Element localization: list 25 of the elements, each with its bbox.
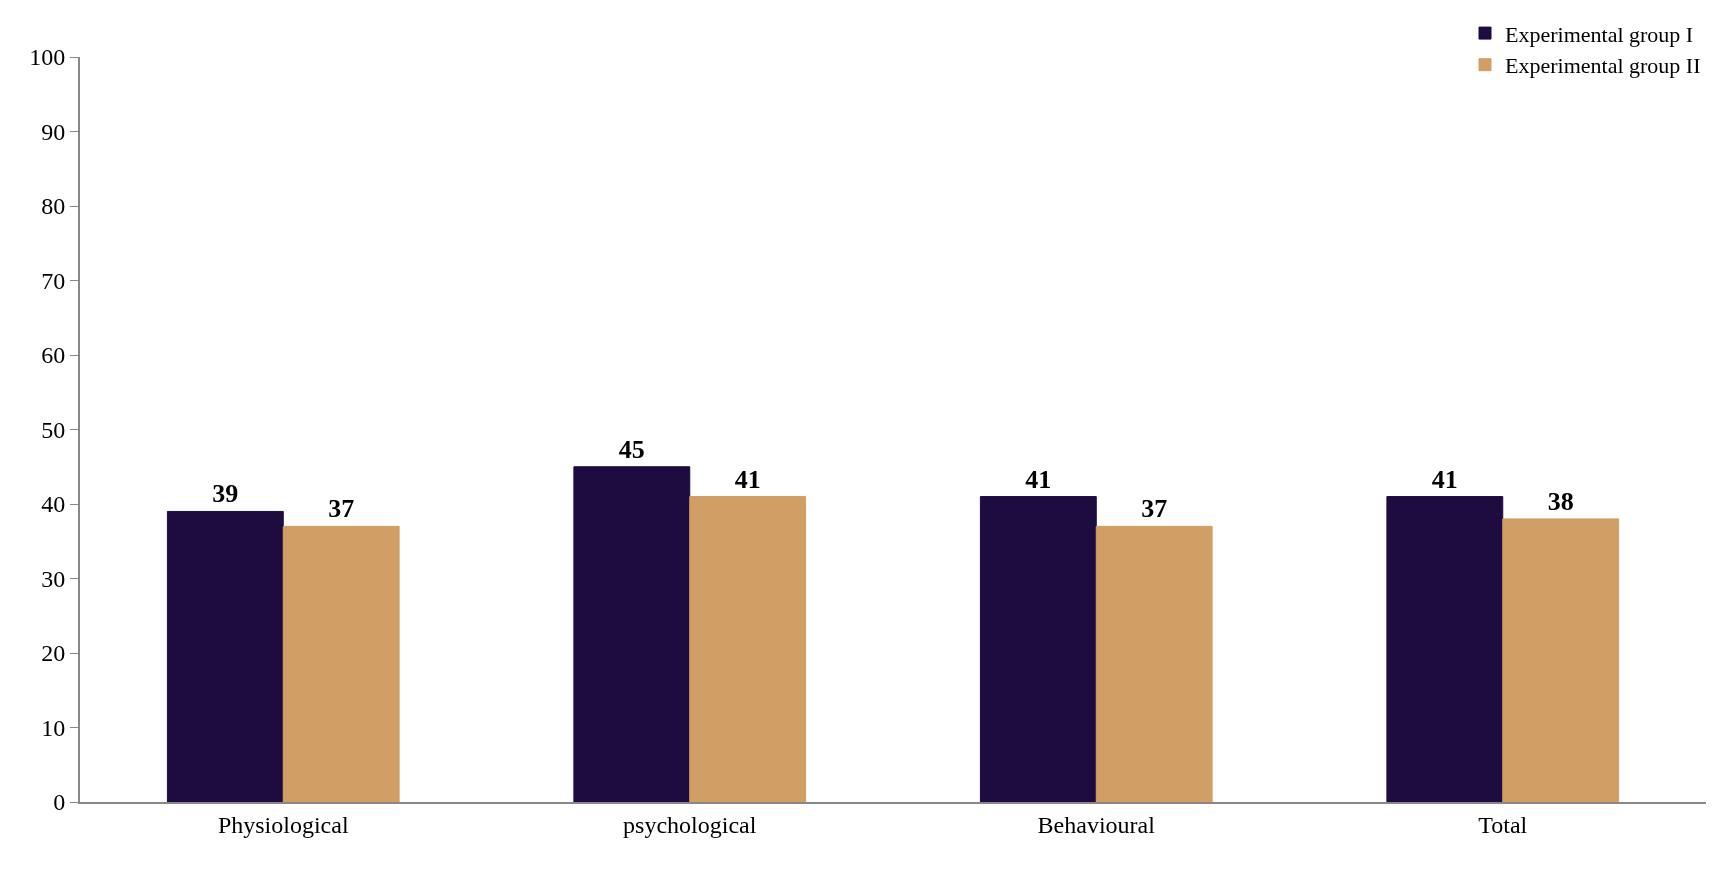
x-tick-label: Physiological [217, 811, 349, 838]
y-tick-label: 90 [41, 118, 66, 145]
y-tick-label: 30 [41, 565, 66, 592]
data-label: 41 [734, 464, 761, 494]
data-label: 38 [1547, 486, 1574, 516]
data-label: 41 [1025, 464, 1052, 494]
y-tick-label: 50 [41, 416, 66, 443]
x-tick-label: psychological [623, 811, 757, 838]
y-tick-label: 10 [41, 714, 66, 741]
data-label: 39 [212, 479, 239, 509]
y-tick-label: 60 [41, 342, 66, 369]
y-tick-label: 0 [53, 789, 66, 816]
y-tick-label: 80 [41, 193, 66, 220]
data-label: 41 [1431, 464, 1458, 494]
x-tick-label: Behavioural [1037, 811, 1156, 838]
data-label: 37 [1141, 494, 1168, 524]
data-label: 37 [328, 494, 355, 524]
data-label: 45 [618, 434, 645, 464]
x-tick-label: Total [1478, 811, 1528, 838]
y-tick-label: 40 [41, 491, 66, 518]
legend-label: Experimental group I [1505, 21, 1694, 47]
y-tick-label: 100 [29, 44, 66, 71]
y-tick-label: 20 [41, 640, 66, 667]
legend-label: Experimental group II [1505, 53, 1701, 79]
y-tick-label: 70 [41, 267, 66, 294]
